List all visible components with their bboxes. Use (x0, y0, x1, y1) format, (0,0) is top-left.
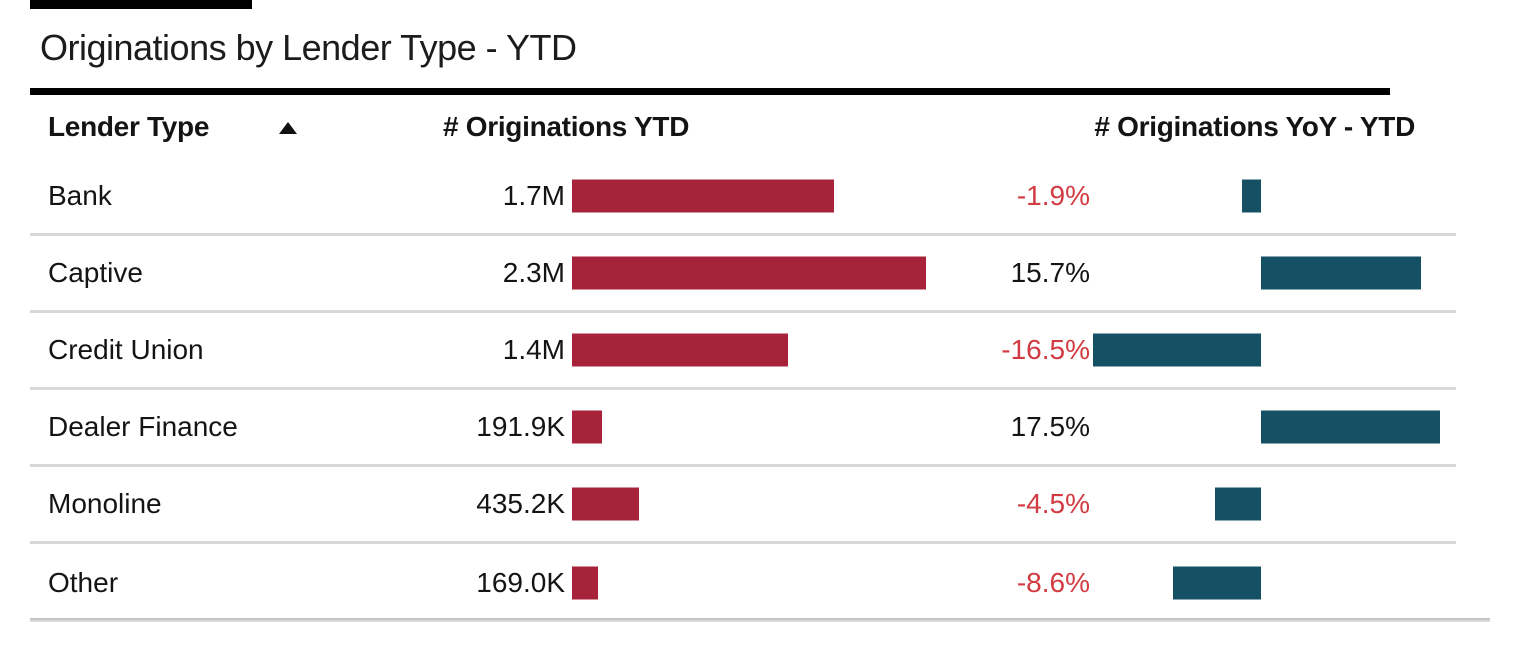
yoy-bar[interactable] (1261, 256, 1422, 290)
lender-type-label: Monoline (48, 488, 162, 519)
originations-value: 1.7M (502, 180, 565, 211)
table-row: Dealer Finance 191.9K 17.5% (30, 390, 1456, 467)
column-header-originations-ytd[interactable]: # Originations YTD (443, 111, 690, 142)
yoy-bar[interactable] (1173, 566, 1261, 599)
table-row: Credit Union 1.4M -16.5% (30, 313, 1456, 390)
originations-bar[interactable] (572, 333, 788, 367)
cropped-black-bar (30, 0, 252, 9)
originations-bar[interactable] (572, 487, 640, 521)
table-bottom-border (30, 618, 1490, 622)
originations-bar[interactable] (572, 256, 927, 290)
originations-bar[interactable] (572, 566, 599, 599)
column-header-lender-type[interactable]: Lender Type (48, 111, 210, 142)
lender-type-label: Captive (48, 257, 143, 288)
yoy-bar[interactable] (1261, 410, 1440, 444)
sort-ascending-icon[interactable] (279, 121, 297, 134)
lender-type-label: Other (48, 566, 119, 598)
lender-type-label: Credit Union (48, 334, 204, 365)
table-row: Monoline 435.2K -4.5% (30, 467, 1456, 544)
lender-type-label: Bank (48, 180, 112, 211)
table-row: Captive 2.3M 15.7% (30, 236, 1456, 313)
yoy-value: -8.6% (1016, 566, 1090, 598)
yoy-value: 15.7% (1010, 257, 1090, 288)
originations-value: 169.0K (476, 566, 565, 598)
originations-value: 435.2K (476, 488, 565, 519)
yoy-value: 17.5% (1010, 411, 1090, 442)
page-title: Originations by Lender Type - YTD (40, 27, 577, 68)
yoy-value: -16.5% (1001, 334, 1090, 365)
yoy-bar[interactable] (1092, 333, 1261, 367)
originations-value: 191.9K (476, 411, 565, 442)
yoy-value: -1.9% (1016, 180, 1090, 211)
lender-type-label: Dealer Finance (48, 411, 238, 442)
column-header-originations-yoy-ytd[interactable]: # Originations YoY - YTD (1094, 111, 1415, 142)
title-underline (30, 88, 1390, 95)
originations-bar[interactable] (572, 410, 602, 444)
table-row: Other 169.0K -8.6% (30, 544, 1456, 621)
table-body: Bank 1.7M -1.9% Captive 2.3M 15.7% Credi… (30, 159, 1456, 621)
originations-value: 2.3M (502, 257, 565, 288)
table-row: Bank 1.7M -1.9% (30, 159, 1456, 236)
table-header-row: Lender Type # Originations YTD # Origina… (30, 95, 1456, 159)
originations-bar[interactable] (572, 179, 834, 213)
originations-value: 1.4M (502, 334, 565, 365)
yoy-bar[interactable] (1215, 487, 1261, 521)
yoy-bar[interactable] (1241, 179, 1261, 213)
yoy-value: -4.5% (1016, 488, 1090, 519)
